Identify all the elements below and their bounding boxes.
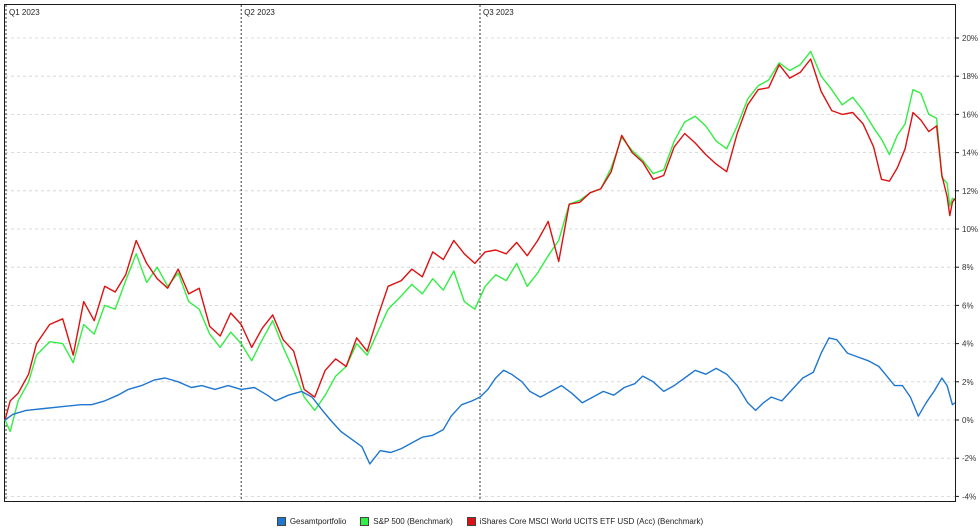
performance-line-chart: Q1 2023 Q2 2023 Q3 2023 20% 18% 16% 14% 12% 10%… xyxy=(4,4,978,502)
plot-border xyxy=(4,4,956,502)
legend-label-ishares-msci-world: iShares Core MSCI World UCITS ETF USD (A… xyxy=(479,516,704,526)
series-line-gesamtportfolio xyxy=(4,337,956,465)
legend-label-gesamtportfolio: Gesamtportfolio xyxy=(289,516,347,526)
y-tick-label: 14% xyxy=(962,149,978,158)
legend-item-sp500[interactable]: S&P 500 (Benchmark) xyxy=(360,516,453,526)
y-tick-label: 8% xyxy=(962,263,974,272)
quarter-label: Q2 2023 xyxy=(244,8,275,17)
y-tick-label: 2% xyxy=(962,378,974,387)
y-tick-label: 16% xyxy=(962,110,978,119)
legend-label-sp500: S&P 500 (Benchmark) xyxy=(373,516,453,526)
y-tick-label: 12% xyxy=(962,187,978,196)
quarter-label: Q1 2023 xyxy=(9,8,40,17)
y-tick-label: 6% xyxy=(962,301,974,310)
quarter-label: Q3 2023 xyxy=(483,8,514,17)
chart-legend: Gesamtportfolio S&P 500 (Benchmark) iSha… xyxy=(0,514,980,528)
legend-swatch-gesamtportfolio xyxy=(276,516,286,526)
legend-swatch-ishares-msci-world xyxy=(466,516,476,526)
y-tick-label: 0% xyxy=(962,416,974,425)
legend-item-gesamtportfolio[interactable]: Gesamtportfolio xyxy=(276,516,347,526)
series-line-sp500 xyxy=(4,50,956,433)
legend-swatch-sp500 xyxy=(360,516,370,526)
y-tick-label: 10% xyxy=(962,225,978,234)
series-line-ishares-msci-world xyxy=(4,58,956,421)
legend-item-ishares-msci-world[interactable]: iShares Core MSCI World UCITS ETF USD (A… xyxy=(466,516,704,526)
y-tick-label: -4% xyxy=(962,492,976,501)
y-tick-label: 4% xyxy=(962,340,974,349)
y-tick-label: -2% xyxy=(962,454,976,463)
y-tick-label: 18% xyxy=(962,72,978,81)
y-axis-ticks: 20% 18% 16% 14% 12% 10% 8% 6% 4% 2% 0% -2% -4% xyxy=(955,34,978,501)
series-lines xyxy=(4,50,956,465)
y-tick-label: 20% xyxy=(962,34,978,43)
quarter-markers: Q1 2023 Q2 2023 Q3 2023 xyxy=(5,5,514,501)
